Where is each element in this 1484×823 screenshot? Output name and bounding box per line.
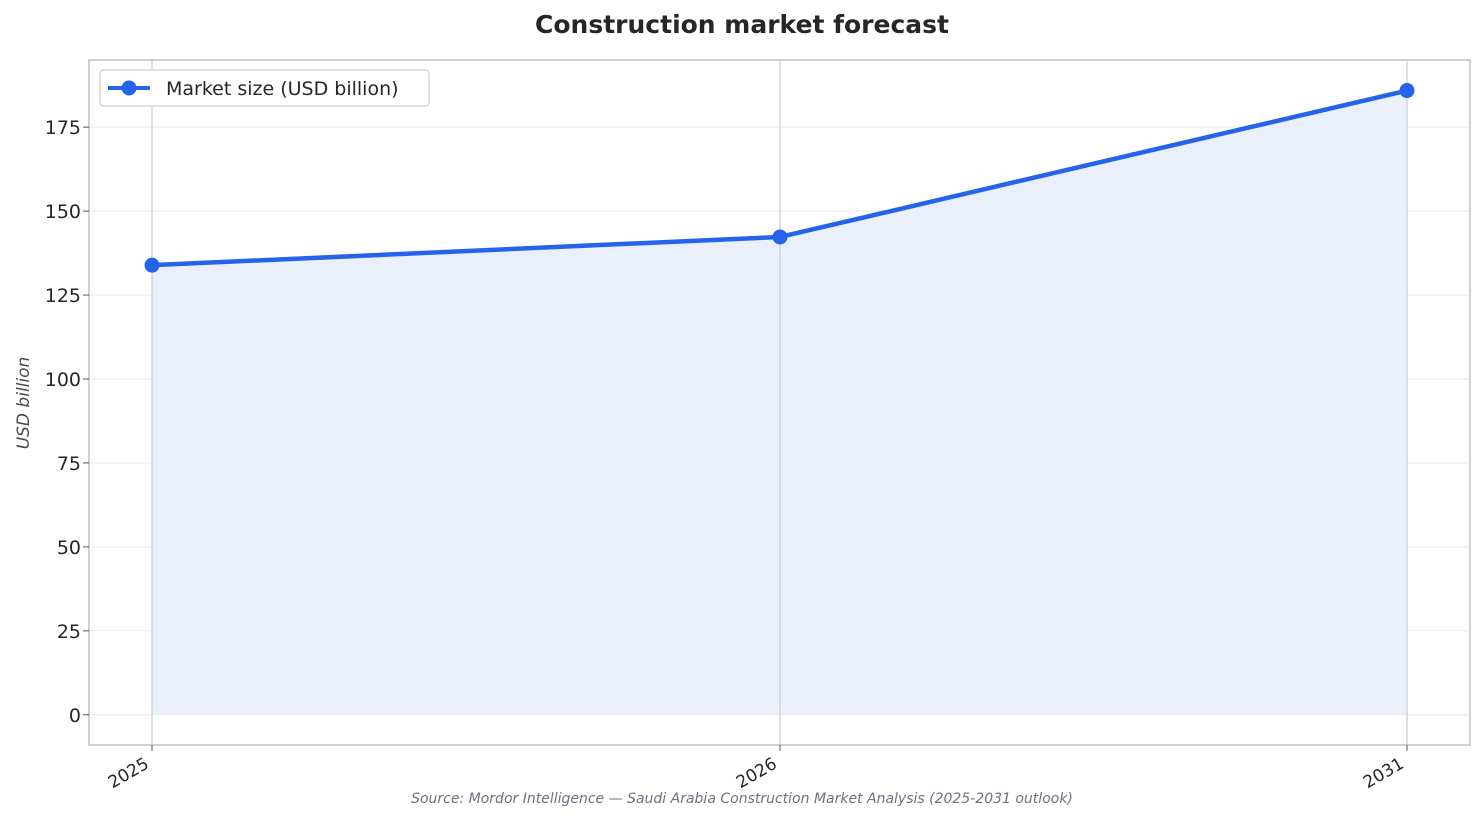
x-gridlines xyxy=(151,60,1408,745)
legend: Market size (USD billion) xyxy=(99,69,430,107)
x-tick-label: 2026 xyxy=(733,754,780,793)
y-tick-label: 50 xyxy=(57,537,81,559)
y-tick-label: 75 xyxy=(57,453,81,475)
source-note: Source: Mordor Intelligence — Saudi Arab… xyxy=(411,791,1073,807)
y-tick-label: 150 xyxy=(45,201,81,223)
data-point xyxy=(144,257,160,273)
x-tick-label: 2031 xyxy=(1360,754,1407,793)
legend-box xyxy=(99,69,430,107)
x-tick-label: 2025 xyxy=(105,754,152,793)
y-axis-label: USD billion xyxy=(14,357,34,450)
data-point xyxy=(772,229,788,245)
y-tick-label: 100 xyxy=(45,369,81,391)
y-tick-label: 25 xyxy=(57,621,81,643)
y-tick-label: 175 xyxy=(45,117,81,139)
legend-label: Market size (USD billion) xyxy=(166,78,399,100)
chart-title: Construction market forecast xyxy=(535,10,949,39)
y-tick-label: 0 xyxy=(69,705,81,727)
legend-marker-swatch xyxy=(121,80,137,96)
series-layer xyxy=(144,83,1415,273)
data-point xyxy=(1399,83,1415,99)
y-tick-label: 125 xyxy=(45,285,81,307)
x-axis-ticks: 2025 2026 2031 xyxy=(105,745,1408,793)
y-axis-ticks: 0 25 50 75 100 125 150 175 xyxy=(45,117,89,727)
